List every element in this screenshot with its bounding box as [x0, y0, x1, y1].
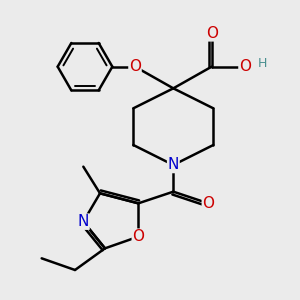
- Text: O: O: [206, 26, 218, 41]
- Text: O: O: [129, 59, 141, 74]
- Text: H: H: [258, 57, 267, 70]
- Text: N: N: [78, 214, 89, 229]
- Text: O: O: [202, 196, 214, 211]
- Text: O: O: [132, 229, 144, 244]
- Text: O: O: [239, 59, 251, 74]
- Text: N: N: [168, 158, 179, 172]
